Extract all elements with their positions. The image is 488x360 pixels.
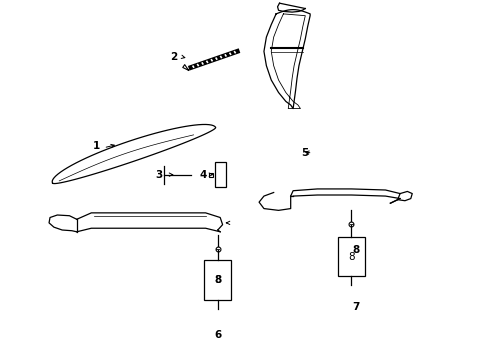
Text: 5: 5 [301,148,308,158]
Text: 4: 4 [199,170,206,180]
Bar [337,237,365,276]
Text: 1: 1 [92,141,100,151]
Text: 8: 8 [214,275,221,285]
Bar [215,162,225,187]
Bar [203,260,231,300]
Text: 8: 8 [214,275,221,285]
Text: 8: 8 [347,252,354,262]
Text: 8: 8 [352,245,359,255]
Text: 6: 6 [214,330,221,341]
Text: 3: 3 [156,170,163,180]
Text: 7: 7 [352,302,359,312]
Text: 2: 2 [170,52,177,62]
